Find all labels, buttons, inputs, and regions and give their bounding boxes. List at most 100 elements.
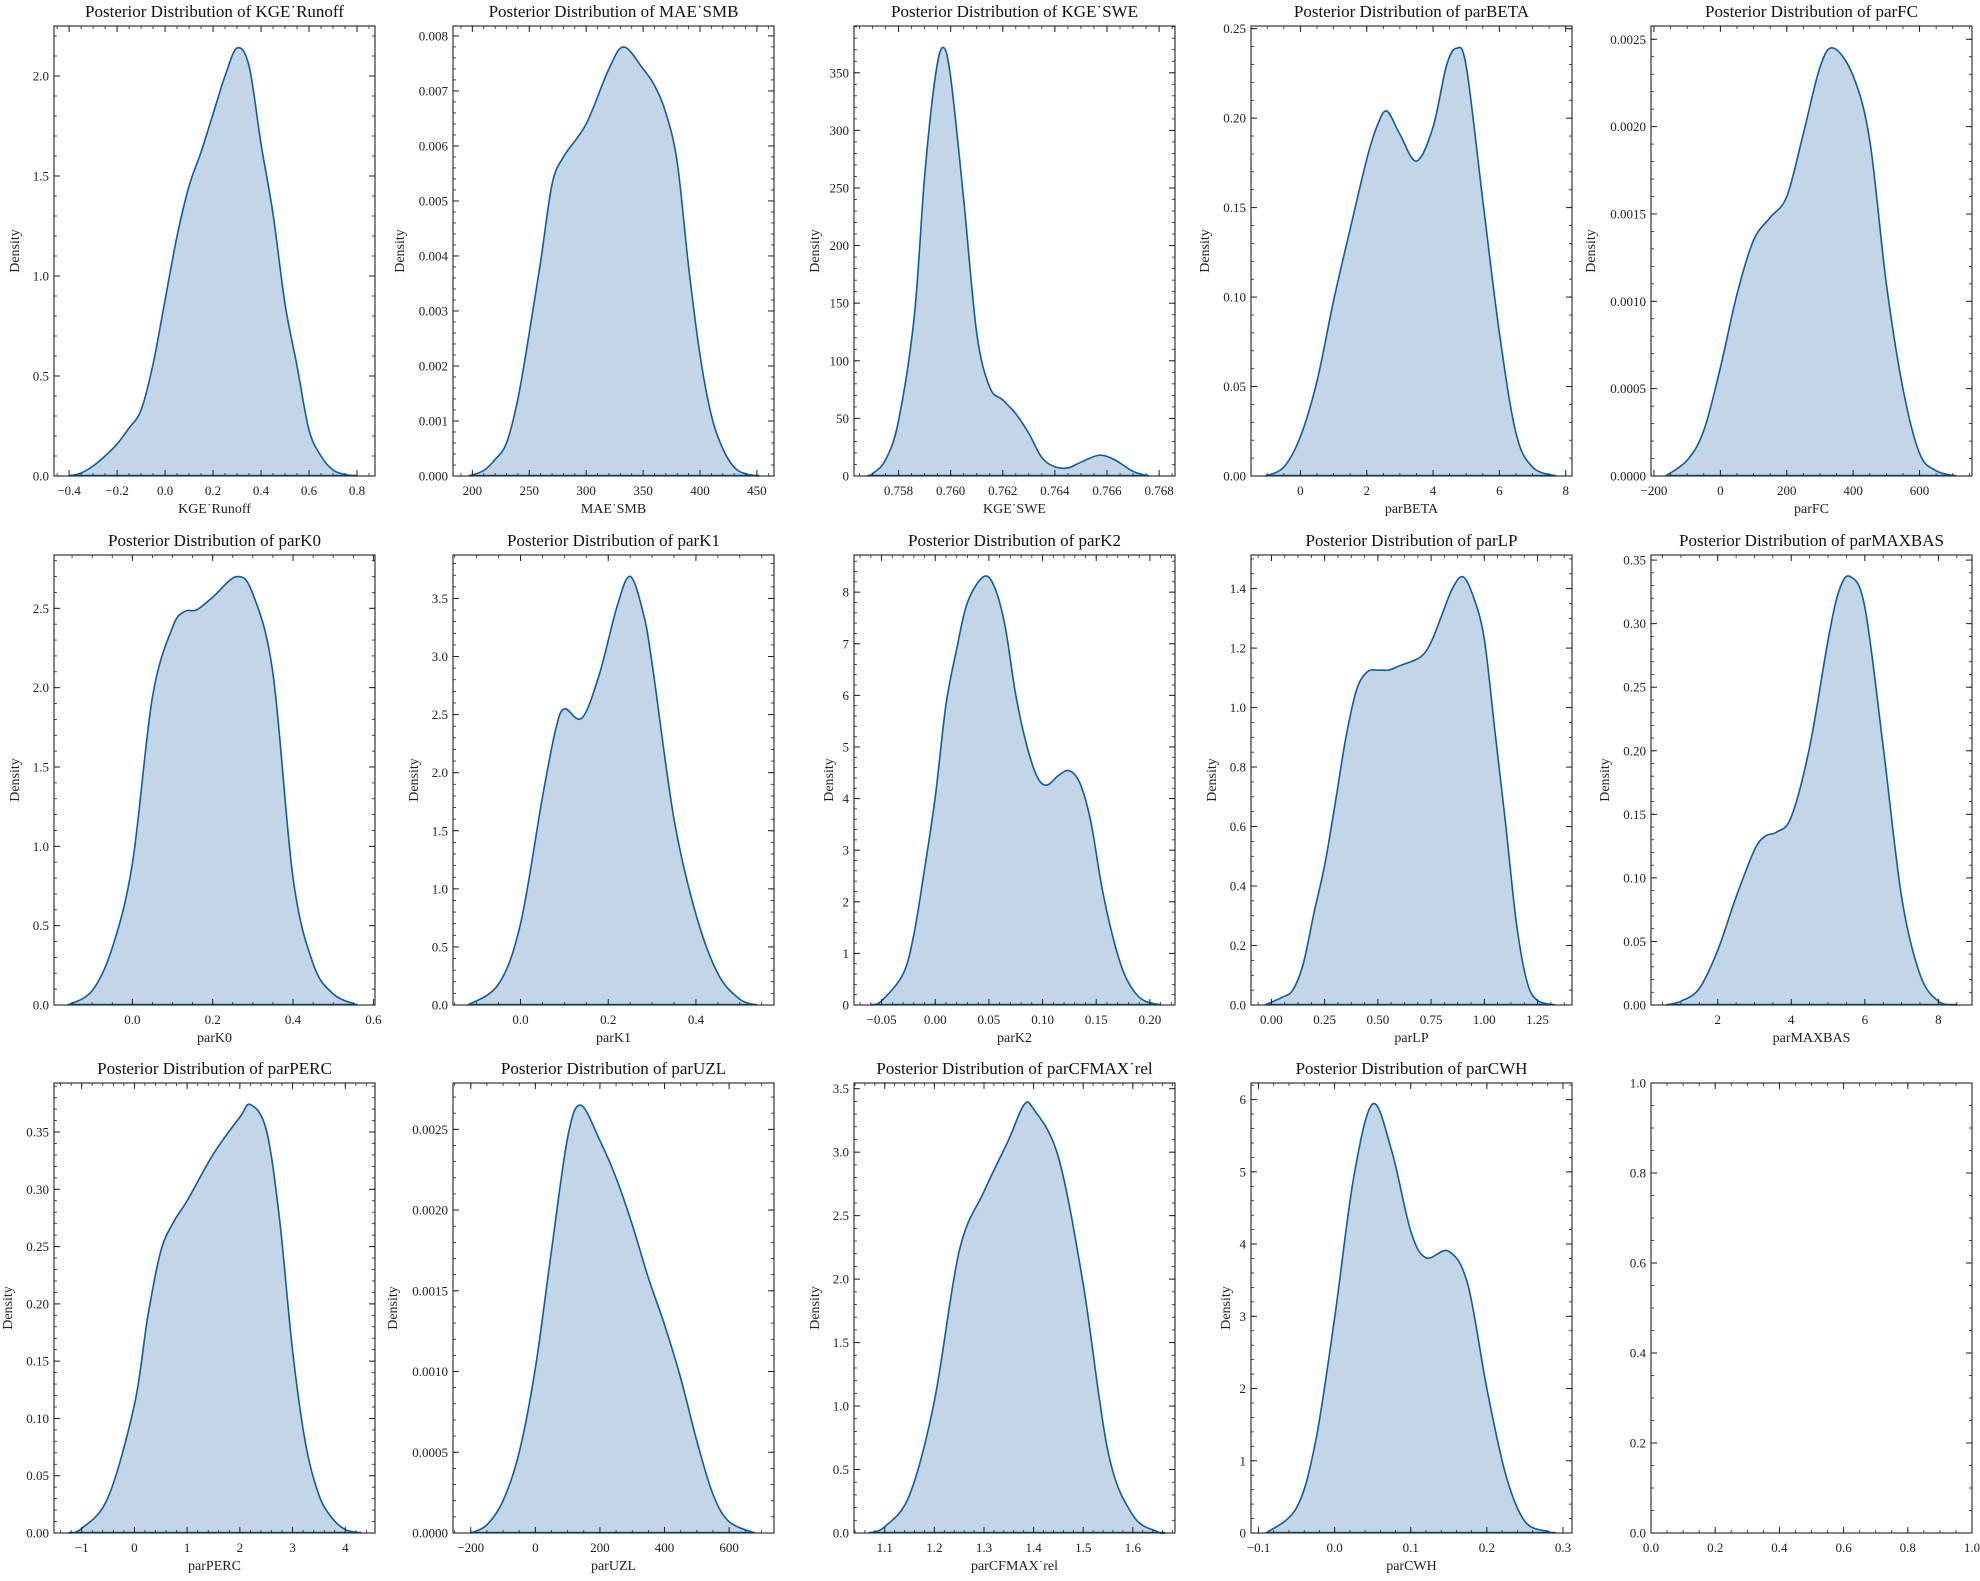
y-tick-label: 0.10 <box>26 1411 49 1426</box>
x-axis-label: parK1 <box>596 1031 631 1046</box>
density-fill <box>868 1101 1166 1534</box>
y-tick-label: 0.20 <box>1623 743 1646 758</box>
y-tick-label: 0.0000 <box>1610 469 1646 484</box>
x-axis-label: parCFMAX˙rel <box>971 1559 1058 1574</box>
x-tick-label: 0.6 <box>365 1012 382 1027</box>
y-tick-label: 0.0025 <box>412 1122 448 1137</box>
x-tick-label: 200 <box>1777 483 1797 498</box>
axes-frame <box>53 1082 376 1534</box>
x-tick-label: 0.8 <box>349 483 365 498</box>
y-tick-label: 3 <box>1240 1309 1247 1324</box>
density-fill <box>68 576 358 1005</box>
y-tick-label: 0.25 <box>26 1239 49 1254</box>
y-tick-label: 0.05 <box>26 1468 49 1483</box>
y-axis-label: Density <box>8 758 23 802</box>
y-tick-label: 0.5 <box>833 1462 849 1477</box>
x-tick-label: 0.8 <box>1900 1540 1916 1555</box>
x-tick-label: 0.25 <box>1313 1012 1336 1027</box>
density-fill <box>1265 576 1555 1005</box>
x-tick-label: 0.00 <box>1260 1012 1283 1027</box>
y-tick-label: 1.0 <box>432 881 448 896</box>
subplot-title: Posterior Distribution of parCFMAX˙rel <box>876 1059 1153 1078</box>
x-tick-label: 4 <box>342 1540 349 1555</box>
axes-frame <box>1650 554 1973 1006</box>
y-tick-label: 0.15 <box>1623 807 1646 822</box>
y-tick-label: 0.003 <box>419 303 448 318</box>
y-tick-label: 3.0 <box>833 1145 849 1160</box>
x-tick-label: 0.764 <box>1040 483 1070 498</box>
y-tick-label: 0.10 <box>1623 870 1646 885</box>
subplot-11: −1 0 1 2 3 4 0.00 0.05 0.10 0.15 0.20 0.25 0.30 0.35 P… <box>1 1059 376 1574</box>
x-tick-label: 0 <box>1717 483 1724 498</box>
x-tick-label: 0.0 <box>124 1012 140 1027</box>
y-axis-label: Density <box>8 229 23 273</box>
y-tick-label: 1.0 <box>1630 1076 1646 1091</box>
y-axis-label: Density <box>1205 758 1220 802</box>
density-curve <box>866 46 1149 477</box>
y-tick-label: 3.5 <box>432 591 448 606</box>
axes-frame <box>452 1082 775 1534</box>
y-tick-label: 0.000 <box>419 469 448 484</box>
y-tick-label: 0.05 <box>1223 379 1246 394</box>
y-tick-label: 1.5 <box>33 759 49 774</box>
y-tick-label: 0.005 <box>419 193 448 208</box>
axes-frame <box>853 554 1176 1006</box>
y-tick-label: 0.20 <box>26 1296 49 1311</box>
x-tick-label: 1.3 <box>976 1540 992 1555</box>
density-curve <box>468 46 760 477</box>
y-tick-label: 1.0 <box>1230 700 1246 715</box>
subplot-title: Posterior Distribution of parCWH <box>1296 1059 1528 1078</box>
x-tick-label: 0.00 <box>924 1012 947 1027</box>
x-tick-label: 0.760 <box>936 483 965 498</box>
y-tick-label: 0.8 <box>1230 760 1246 775</box>
x-tick-label: 2 <box>1363 483 1370 498</box>
y-tick-label: 3.5 <box>833 1081 849 1096</box>
density-curve <box>1265 1103 1556 1534</box>
y-tick-label: 0.05 <box>1623 934 1646 949</box>
subplot-13: 1.1 1.2 1.3 1.4 1.5 1.6 0.0 0.5 1.0 1.5 2.0 2.5 3.0 3… <box>808 1059 1176 1574</box>
subplot-15: 0.0 0.2 0.4 0.6 0.8 1.0 0.0 0.2 0.4 0.6 0.8 1.0 <box>1630 1076 1980 1556</box>
axes-frame <box>452 554 775 1006</box>
axes-frame <box>853 25 1176 477</box>
y-tick-label: 2.5 <box>432 707 448 722</box>
x-axis-label: parCWH <box>1386 1559 1437 1574</box>
x-tick-label: 1.00 <box>1473 1012 1496 1027</box>
y-tick-label: 3 <box>843 843 850 858</box>
y-tick-label: 0.6 <box>1630 1256 1647 1271</box>
axes-frame <box>1650 25 1973 477</box>
y-tick-label: 0.0000 <box>412 1526 448 1541</box>
x-tick-label: 0.0 <box>157 483 173 498</box>
x-tick-label: 0.766 <box>1092 483 1122 498</box>
y-tick-label: 7 <box>843 636 850 651</box>
y-tick-label: 0.4 <box>1630 1346 1647 1361</box>
x-tick-label: 0.758 <box>884 483 913 498</box>
y-tick-label: 0.5 <box>432 939 448 954</box>
x-tick-label: 0 <box>1297 483 1304 498</box>
x-tick-label: 0.10 <box>1031 1012 1054 1027</box>
y-tick-label: 0.00 <box>26 1526 49 1541</box>
y-tick-label: 1.5 <box>33 169 49 184</box>
y-axis-label: Density <box>808 229 823 273</box>
x-axis-label: parK2 <box>997 1031 1032 1046</box>
y-tick-label: 2.5 <box>33 601 49 616</box>
y-tick-label: 0.0 <box>33 998 49 1013</box>
subplot-2: 200 250 300 350 400 450 0.000 0.001 0.002 0.003 0.… <box>393 2 775 517</box>
y-tick-label: 0.004 <box>419 248 449 263</box>
axes-frame <box>53 25 376 477</box>
x-tick-label: 1.25 <box>1526 1012 1549 1027</box>
x-tick-label: 600 <box>719 1540 739 1555</box>
y-tick-label: 0.5 <box>33 918 49 933</box>
y-tick-label: 1.0 <box>33 839 49 854</box>
x-axis-label: parPERC <box>188 1559 241 1574</box>
subplot-3: 0.758 0.760 0.762 0.764 0.766 0.768 0 50 100 150 2… <box>808 2 1176 517</box>
y-tick-label: 8 <box>843 585 850 600</box>
x-tick-label: 200 <box>590 1540 610 1555</box>
x-tick-label: 0.6 <box>301 483 318 498</box>
x-axis-label: MAE˙SMB <box>581 502 646 517</box>
density-fill <box>1666 575 1957 1005</box>
subplot-title: Posterior Distribution of parFC <box>1705 2 1918 21</box>
x-tick-label: 3 <box>289 1540 296 1555</box>
x-tick-label: 0.0 <box>512 1012 528 1027</box>
subplot-title: Posterior Distribution of parUZL <box>501 1059 726 1078</box>
y-tick-label: 0.35 <box>1623 553 1646 568</box>
